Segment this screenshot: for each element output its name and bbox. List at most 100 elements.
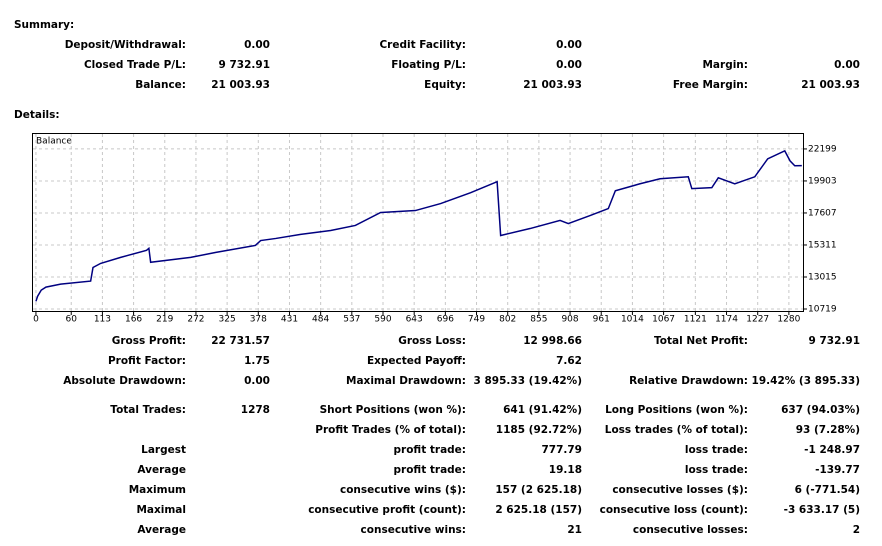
field-label: consecutive losses ($): bbox=[612, 484, 748, 496]
field-label: consecutive losses: bbox=[633, 524, 748, 536]
x-tick-label: 908 bbox=[561, 315, 578, 325]
x-tick-label: 1121 bbox=[684, 315, 707, 325]
field-value: 21 bbox=[567, 524, 582, 536]
field-value: 0.00 bbox=[556, 59, 582, 71]
chart-frame bbox=[32, 133, 804, 312]
x-tick-label: 1014 bbox=[621, 315, 644, 325]
x-tick-label: 272 bbox=[187, 315, 204, 325]
field-label: consecutive profit (count): bbox=[308, 504, 466, 516]
x-tick-label: 696 bbox=[437, 315, 454, 325]
field-value: 19.18 bbox=[549, 464, 582, 476]
x-tick-label: 1280 bbox=[777, 315, 800, 325]
field-value: 22 731.57 bbox=[211, 335, 270, 347]
field-label: Relative Drawdown: bbox=[629, 375, 748, 387]
field-value: 2 625.18 (157) bbox=[495, 504, 582, 516]
field-value: 3 895.33 (19.42%) bbox=[474, 375, 582, 387]
field-value: 0.00 bbox=[244, 375, 270, 387]
x-tick-label: 325 bbox=[219, 315, 236, 325]
field-value: 9 732.91 bbox=[809, 335, 860, 347]
x-tick-label: 431 bbox=[281, 315, 298, 325]
field-label: Loss trades (% of total): bbox=[605, 424, 748, 436]
summary-title: Summary: bbox=[14, 19, 74, 31]
field-value: -139.77 bbox=[815, 464, 860, 476]
y-tick-label: 13015 bbox=[808, 272, 837, 282]
field-label: Credit Facility: bbox=[379, 39, 466, 51]
field-label: Average bbox=[137, 524, 186, 536]
x-tick-label: 643 bbox=[406, 315, 423, 325]
x-tick-label: 961 bbox=[593, 315, 610, 325]
field-label: Long Positions (won %): bbox=[605, 404, 748, 416]
x-tick-label: 1227 bbox=[746, 315, 769, 325]
field-value: 641 (91.42%) bbox=[503, 404, 582, 416]
x-tick-label: 113 bbox=[94, 315, 111, 325]
field-label: Average bbox=[137, 464, 186, 476]
field-label: Equity: bbox=[424, 79, 466, 91]
field-value: 637 (94.03%) bbox=[781, 404, 860, 416]
field-value: 21 003.93 bbox=[801, 79, 860, 91]
y-tick-label: 10719 bbox=[808, 305, 837, 315]
field-value: 19.42% (3 895.33) bbox=[752, 375, 860, 387]
field-label: Total Net Profit: bbox=[654, 335, 748, 347]
field-label: Expected Payoff: bbox=[367, 355, 466, 367]
x-tick-label: 0 bbox=[33, 315, 39, 325]
field-label: profit trade: bbox=[394, 464, 467, 476]
details-title: Details: bbox=[14, 109, 60, 121]
y-tick-label: 19903 bbox=[808, 176, 837, 186]
field-value: -1 248.97 bbox=[804, 444, 860, 456]
field-label: Total Trades: bbox=[110, 404, 186, 416]
field-value: 0.00 bbox=[244, 39, 270, 51]
field-value: 2 bbox=[853, 524, 860, 536]
x-tick-label: 537 bbox=[343, 315, 360, 325]
field-value: 1185 (92.72%) bbox=[496, 424, 582, 436]
field-label: consecutive wins ($): bbox=[340, 484, 466, 496]
field-label: Profit Trades (% of total): bbox=[315, 424, 466, 436]
field-label: consecutive wins: bbox=[361, 524, 466, 536]
field-label: Gross Loss: bbox=[398, 335, 466, 347]
field-label: consecutive loss (count): bbox=[600, 504, 748, 516]
field-value: 6 (-771.54) bbox=[795, 484, 860, 496]
field-label: Margin: bbox=[702, 59, 748, 71]
field-label: profit trade: bbox=[394, 444, 467, 456]
x-tick-label: 166 bbox=[125, 315, 142, 325]
field-value: 12 998.66 bbox=[523, 335, 582, 347]
field-label: Deposit/Withdrawal: bbox=[65, 39, 186, 51]
field-label: loss trade: bbox=[685, 464, 748, 476]
field-value: 9 732.91 bbox=[219, 59, 270, 71]
field-value: 1278 bbox=[241, 404, 270, 416]
field-label: Balance: bbox=[135, 79, 186, 91]
chart-title: Balance bbox=[36, 137, 72, 147]
balance-line bbox=[35, 149, 802, 302]
field-label: Floating P/L: bbox=[391, 59, 466, 71]
x-tick-label: 1174 bbox=[715, 315, 738, 325]
field-label: Absolute Drawdown: bbox=[63, 375, 186, 387]
field-value: 0.00 bbox=[834, 59, 860, 71]
field-label: Gross Profit: bbox=[112, 335, 186, 347]
field-label: Closed Trade P/L: bbox=[84, 59, 186, 71]
x-tick-label: 590 bbox=[374, 315, 391, 325]
x-tick-label: 219 bbox=[156, 315, 173, 325]
field-value: 157 (2 625.18) bbox=[495, 484, 582, 496]
field-value: 7.62 bbox=[556, 355, 582, 367]
field-label: Maximal Drawdown: bbox=[346, 375, 466, 387]
x-tick-label: 484 bbox=[312, 315, 329, 325]
field-label: Maximum bbox=[129, 484, 186, 496]
field-value: 1.75 bbox=[244, 355, 270, 367]
field-value: 777.79 bbox=[541, 444, 582, 456]
x-tick-label: 1067 bbox=[652, 315, 675, 325]
field-label: loss trade: bbox=[685, 444, 748, 456]
field-label: Maximal bbox=[136, 504, 186, 516]
y-tick-label: 17607 bbox=[808, 208, 837, 218]
y-tick-label: 22199 bbox=[808, 144, 837, 154]
x-tick-label: 60 bbox=[66, 315, 78, 325]
field-label: Free Margin: bbox=[673, 79, 748, 91]
field-value: 21 003.93 bbox=[523, 79, 582, 91]
field-value: -3 633.17 (5) bbox=[784, 504, 860, 516]
x-tick-label: 802 bbox=[499, 315, 516, 325]
x-tick-label: 749 bbox=[468, 315, 485, 325]
field-value: 21 003.93 bbox=[211, 79, 270, 91]
y-tick-label: 15311 bbox=[808, 240, 837, 250]
x-tick-label: 378 bbox=[250, 315, 267, 325]
field-label: Profit Factor: bbox=[108, 355, 186, 367]
